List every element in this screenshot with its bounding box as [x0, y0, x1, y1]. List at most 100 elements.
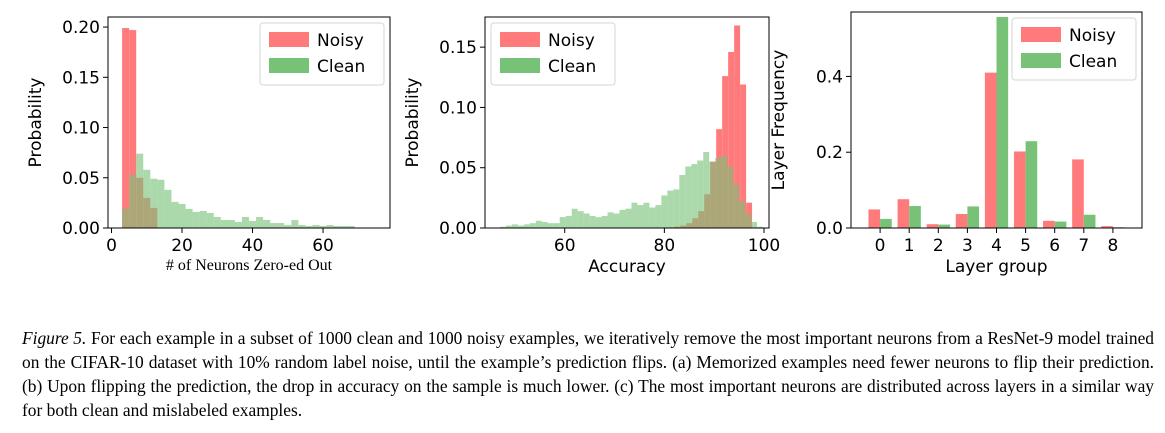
bar-clean [1025, 141, 1038, 228]
x-tick-label: 80 [654, 236, 676, 256]
x-axis-label: Accuracy [588, 257, 666, 277]
x-axis-label: Layer group [945, 257, 1047, 277]
bar-noisy [734, 25, 741, 228]
bar-clean [340, 225, 348, 228]
bar-clean [637, 205, 644, 228]
legend-swatch-clean [269, 58, 309, 73]
y-tick-label: 0.10 [439, 98, 477, 118]
legend: Noisy Clean [1011, 17, 1137, 81]
bar-noisy [728, 51, 735, 228]
bar-clean [305, 225, 313, 228]
bar-clean [529, 223, 536, 228]
bar-clean [673, 189, 680, 228]
bar-clean [270, 222, 278, 228]
y-axis-label: Probability [403, 78, 423, 168]
bar-clean [565, 215, 572, 228]
bar-clean [667, 190, 674, 228]
bar-clean [691, 164, 698, 228]
bar-clean [150, 178, 158, 228]
bar-clean [697, 160, 704, 228]
y-tick-label: 0.20 [62, 18, 100, 38]
bar-clean [511, 224, 518, 228]
x-tick-label: 3 [962, 236, 973, 256]
x-tick-label: 60 [312, 236, 334, 256]
y-tick-label: 0.00 [62, 219, 100, 239]
panel-c-layer-frequency-bars: 0.0 0.2 0.4 0 1 2 3 4 5 6 7 8 Layer group Layer Frequ… [769, 11, 1143, 277]
bar-clean [157, 179, 165, 228]
bar-clean [757, 226, 764, 228]
bar-clean [291, 219, 299, 228]
bar-clean [136, 153, 144, 228]
x-tick-label: 6 [1049, 236, 1060, 256]
bar-clean [277, 222, 285, 228]
bar-clean [535, 220, 542, 228]
bar-clean [164, 189, 172, 228]
bar-clean [256, 216, 264, 228]
legend-swatch-clean [500, 58, 540, 73]
bar-clean [234, 221, 242, 228]
figure-panels: 0.000.050.100.150.200 20 40 60# of Neurons … [26, 11, 1143, 277]
bar-clean [733, 184, 740, 228]
bar-clean [227, 219, 235, 228]
caption-label: Figure 5. [22, 328, 87, 348]
bar-clean [577, 211, 584, 228]
legend-swatch-clean [1021, 53, 1061, 68]
bar-clean [122, 208, 130, 228]
y-axis-label: Probability [26, 78, 46, 168]
x-tick-label: 7 [1078, 236, 1089, 256]
axes-frame [107, 16, 391, 229]
x-tick-label: 4 [991, 236, 1002, 256]
bar-noisy [955, 213, 968, 228]
bar-clean [880, 218, 892, 228]
bar-noisy [740, 84, 747, 229]
bar-clean [547, 223, 554, 228]
bar-clean [571, 208, 578, 228]
bar-clean [625, 208, 632, 228]
bar-clean [333, 225, 341, 228]
bar-clean [213, 216, 221, 228]
x-tick-label: 8 [1107, 236, 1118, 256]
panel-b-accuracy-histogram: 0.00 0.05 0.10 0.15 60 80 100 Accuracy Probabili… [403, 16, 780, 277]
legend-label-noisy: Noisy [317, 31, 364, 51]
bar-clean [715, 158, 722, 228]
bar-clean [967, 206, 980, 228]
y-axis-label: Layer Frequency [769, 50, 789, 191]
y-tick-label: 0.2 [816, 143, 843, 163]
bar-clean [559, 217, 566, 228]
bar-clean [661, 195, 668, 228]
bar-clean [589, 215, 596, 228]
x-tick-label: 60 [554, 236, 576, 256]
bar-clean [643, 202, 650, 228]
bar-clean [553, 223, 560, 228]
legend: Noisy Clean [259, 22, 385, 86]
bar-clean [185, 208, 193, 228]
bar-clean [909, 206, 921, 228]
bar-clean [241, 216, 249, 228]
bar-noisy [722, 76, 729, 228]
legend-label-clean: Clean [317, 57, 365, 77]
bar-clean [601, 215, 608, 228]
bar-noisy [1013, 151, 1026, 228]
figure-caption: Figure 5. For each example in a subset o… [22, 326, 1154, 422]
bar-clean [499, 226, 506, 228]
x-tick-label: 20 [171, 236, 193, 256]
bar-clean [206, 212, 214, 228]
y-tick-label: 0.10 [62, 119, 100, 139]
bar-clean [619, 209, 626, 228]
bar-clean [326, 224, 334, 228]
legend-label-noisy: Noisy [548, 31, 595, 51]
bar-clean [649, 207, 656, 228]
bar-clean [607, 212, 614, 228]
bar-clean [129, 174, 137, 228]
bar-noisy [897, 199, 910, 228]
bar-clean [727, 166, 734, 228]
bar-clean [655, 205, 662, 228]
x-tick-label: 2 [933, 236, 944, 256]
y-tick-label: 0.15 [439, 38, 477, 58]
legend: Noisy Clean [490, 22, 616, 86]
bar-clean [739, 201, 746, 228]
bar-clean [996, 16, 1009, 228]
axes-frame [484, 16, 770, 229]
bar-clean [143, 169, 151, 228]
legend-swatch-noisy [1021, 27, 1061, 42]
